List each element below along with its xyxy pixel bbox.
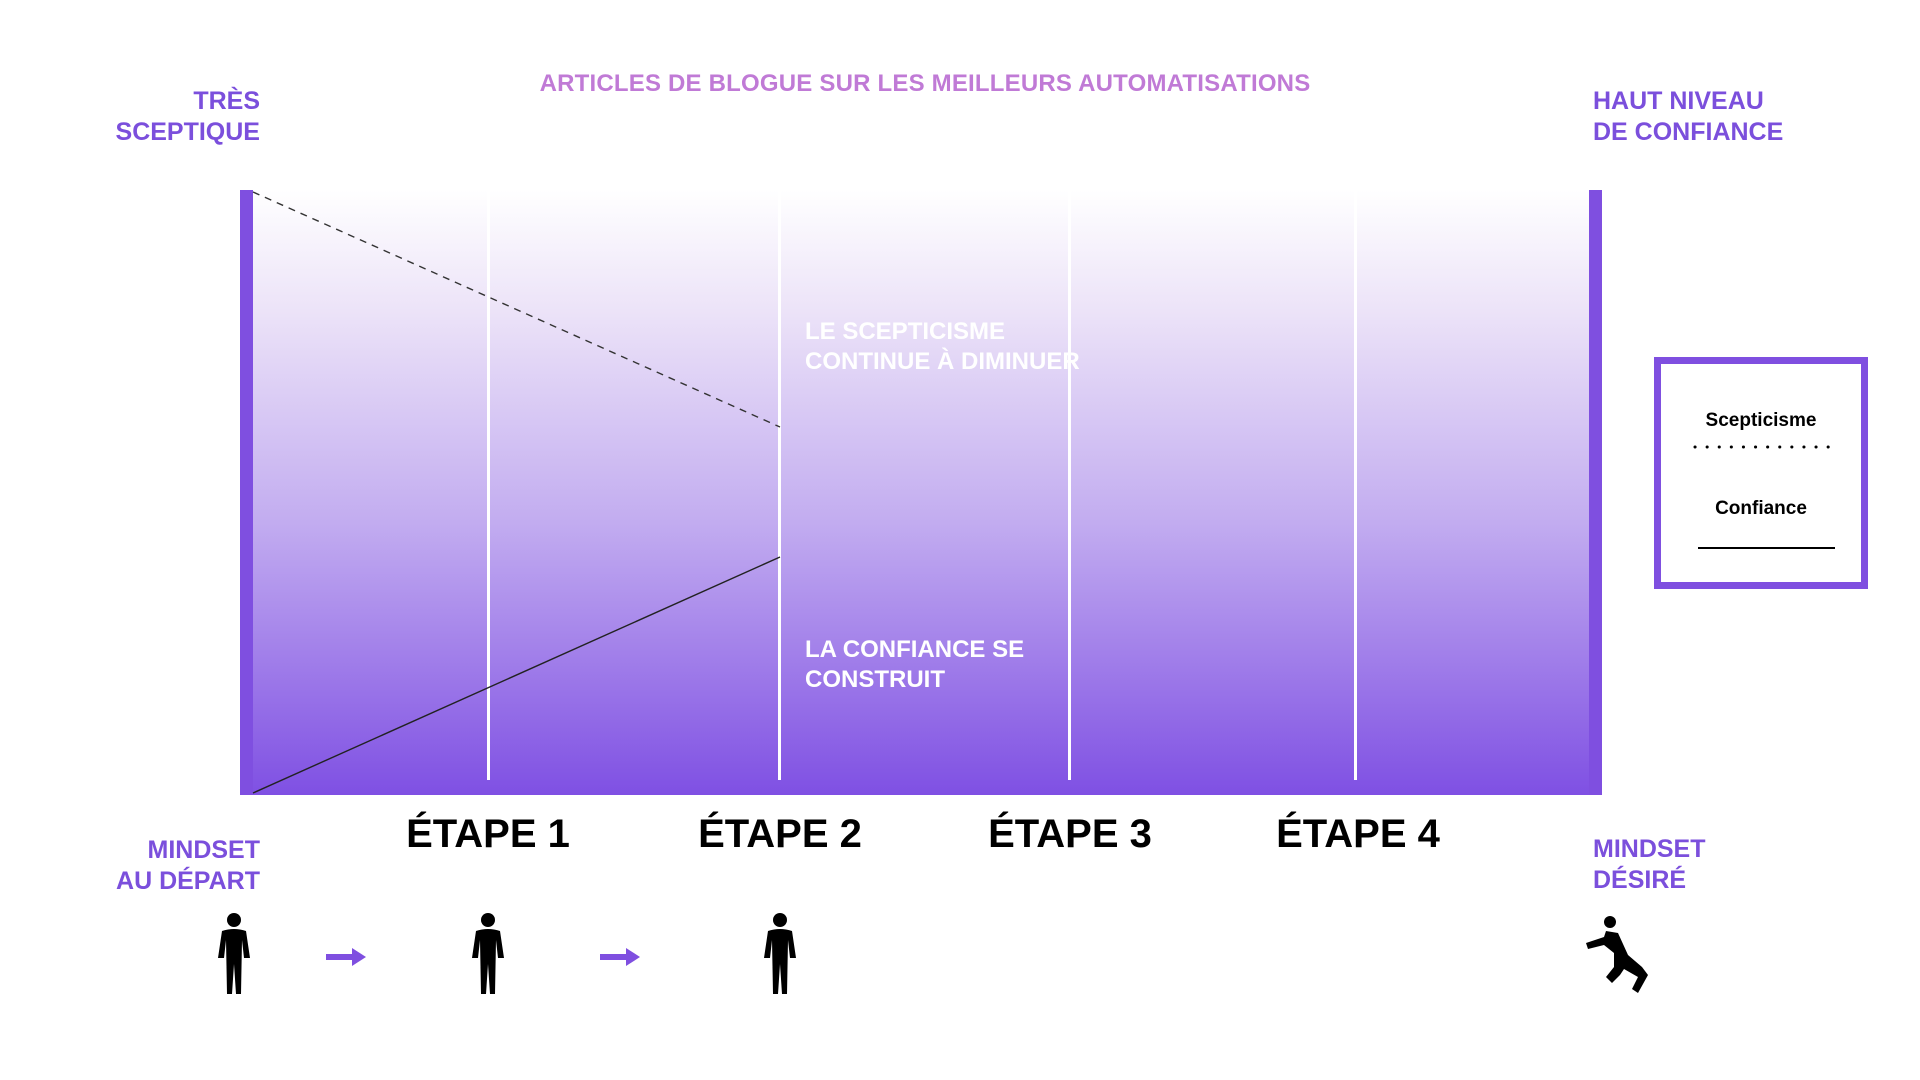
annotation-confidence: LA CONFIANCE SE CONSTRUIT	[805, 635, 1185, 695]
confidence-line	[252, 556, 781, 794]
label-very-skeptical-line1: TRÈS	[193, 87, 260, 115]
label-desired-mindset-line1: MINDSET	[1593, 835, 1706, 863]
stage-label-4: ÉTAPE 4	[1276, 812, 1440, 856]
stage-label-2: ÉTAPE 2	[698, 812, 862, 856]
annotation-confidence-line1: LA CONFIANCE SE	[805, 636, 1025, 663]
stage-divider-1	[487, 190, 490, 780]
label-very-skeptical-line2: SCEPTIQUE	[115, 118, 260, 146]
arrow-right-icon	[326, 948, 366, 966]
stage-divider-2	[778, 190, 781, 780]
legend: Scepticisme Confiance	[1654, 357, 1868, 589]
label-high-confidence: HAUT NIVEAU DE CONFIANCE	[1593, 86, 1853, 148]
legend-confidence-label: Confiance	[1715, 498, 1807, 519]
stage-divider-3	[1068, 190, 1071, 780]
annotation-skepticism-line2: CONTINUE À DIMINUER	[805, 348, 1080, 375]
stage-label-3: ÉTAPE 3	[988, 812, 1152, 856]
annotation-skepticism: LE SCEPTICISME CONTINUE À DIMINUER	[805, 317, 1185, 377]
label-high-confidence-line1: HAUT NIVEAU	[1593, 87, 1764, 115]
person-standing-icon	[218, 913, 250, 994]
panel-right-edge	[1589, 190, 1602, 795]
annotation-confidence-line2: CONSTRUIT	[805, 666, 945, 693]
person-standing-icon	[472, 913, 504, 994]
panel-left-edge	[240, 190, 253, 795]
journey-panel: LE SCEPTICISME CONTINUE À DIMINUER LA CO…	[240, 190, 1602, 795]
label-high-confidence-line2: DE CONFIANCE	[1593, 118, 1784, 146]
label-very-skeptical: TRÈS SCEPTIQUE	[60, 86, 260, 148]
label-desired-mindset-line2: DÉSIRÉ	[1593, 866, 1687, 894]
person-standing-icon	[764, 913, 796, 994]
person-jumping-icon	[1586, 916, 1648, 993]
annotation-skepticism-line1: LE SCEPTICISME	[805, 318, 1006, 345]
arrow-right-icon	[600, 948, 640, 966]
label-starting-mindset-line1: MINDSET	[147, 836, 261, 864]
legend-skepticism-label: Scepticisme	[1705, 410, 1817, 431]
stage-label-1: ÉTAPE 1	[406, 812, 570, 856]
legend-confidence-swatch	[1698, 547, 1835, 549]
label-starting-mindset: MINDSET AU DÉPART	[60, 835, 260, 897]
label-starting-mindset-line2: AU DÉPART	[116, 867, 260, 895]
skepticism-line	[252, 191, 781, 428]
trend-lines	[252, 191, 781, 794]
diagram-title: ARTICLES DE BLOGUE SUR LES MEILLEURS AUT…	[539, 70, 1311, 97]
label-desired-mindset: MINDSET DÉSIRÉ	[1593, 834, 1793, 896]
legend-skepticism-swatch	[1693, 445, 1833, 449]
stage-divider-4	[1354, 190, 1357, 780]
